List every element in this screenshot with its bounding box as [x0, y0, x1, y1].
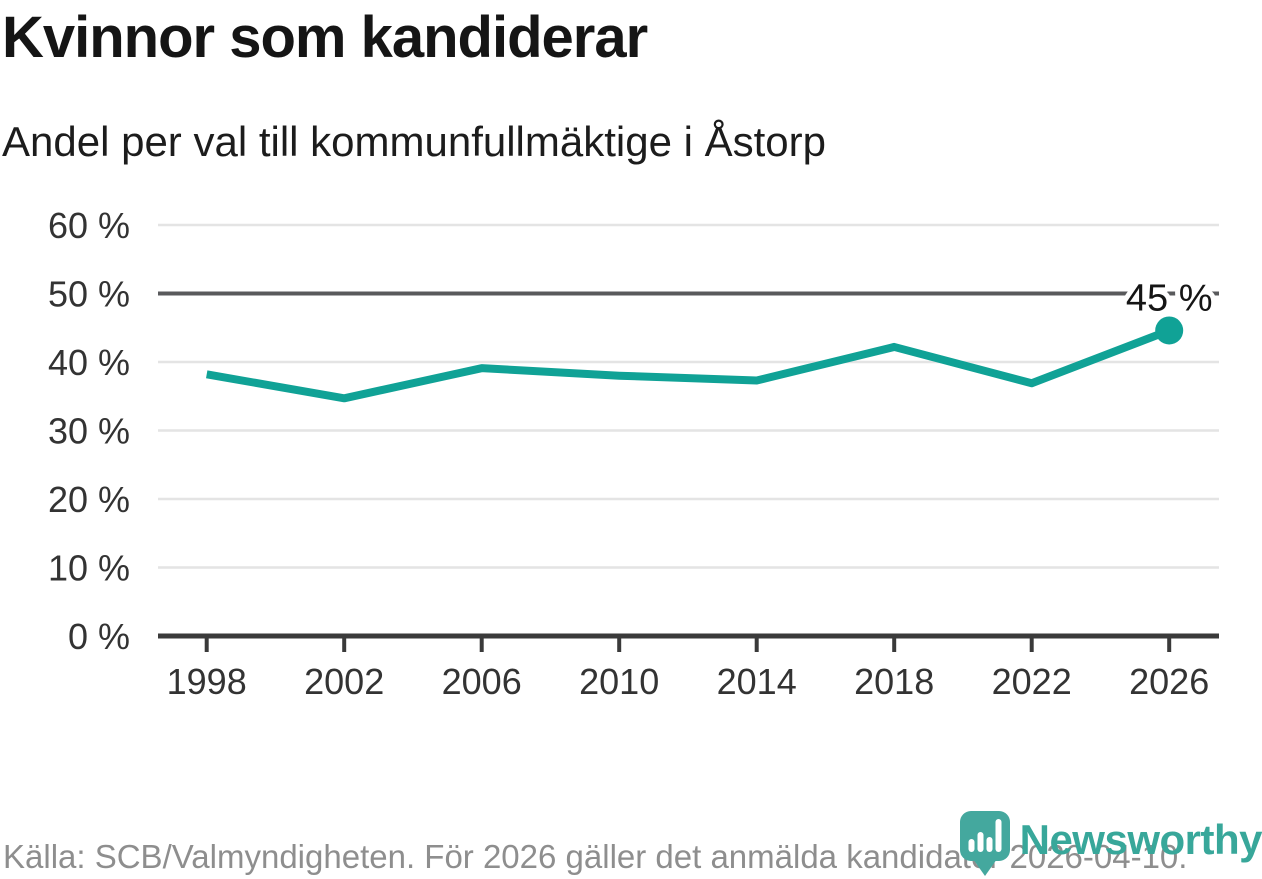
- data-point-end: [1155, 316, 1184, 345]
- y-axis-label: 10 %: [48, 548, 130, 589]
- y-axis-label: 50 %: [48, 274, 130, 315]
- chart-subtitle: Andel per val till kommunfullmäktige i Å…: [2, 118, 827, 165]
- x-axis-label: 2002: [304, 661, 384, 702]
- logo-bar-2: [977, 832, 984, 852]
- y-axis-label: 30 %: [48, 411, 130, 452]
- data-line: [206, 326, 1171, 403]
- data-point-value-label: 45 %: [1126, 277, 1213, 319]
- x-axis-label: 2010: [579, 661, 659, 702]
- logo-pin-tip: [972, 859, 997, 876]
- x-axis-label: 2022: [992, 661, 1072, 702]
- y-axis-label: 40 %: [48, 342, 130, 383]
- page-title: Kvinnor som kandiderar: [2, 5, 648, 70]
- x-axis-label: 2006: [442, 661, 522, 702]
- logo-bar-4: [995, 819, 1002, 852]
- y-axis-label: 0 %: [68, 616, 130, 657]
- x-axis-label: 2026: [1129, 661, 1209, 702]
- newsworthy-brand: Newsworthy: [959, 810, 1262, 878]
- x-axis-label: 2014: [717, 661, 797, 702]
- x-axis-label: 2018: [854, 661, 934, 702]
- logo-pin-body: [959, 811, 1010, 861]
- logo-bar-3: [986, 837, 993, 852]
- y-axis-label: 20 %: [48, 479, 130, 520]
- brand-name: Newsworthy: [1019, 816, 1262, 863]
- x-axis-label: 1998: [167, 661, 247, 702]
- logo-bar-1: [968, 839, 975, 852]
- newsworthy-pin-bar-chart-icon: [959, 811, 1010, 876]
- y-axis-label: 60 %: [48, 205, 130, 246]
